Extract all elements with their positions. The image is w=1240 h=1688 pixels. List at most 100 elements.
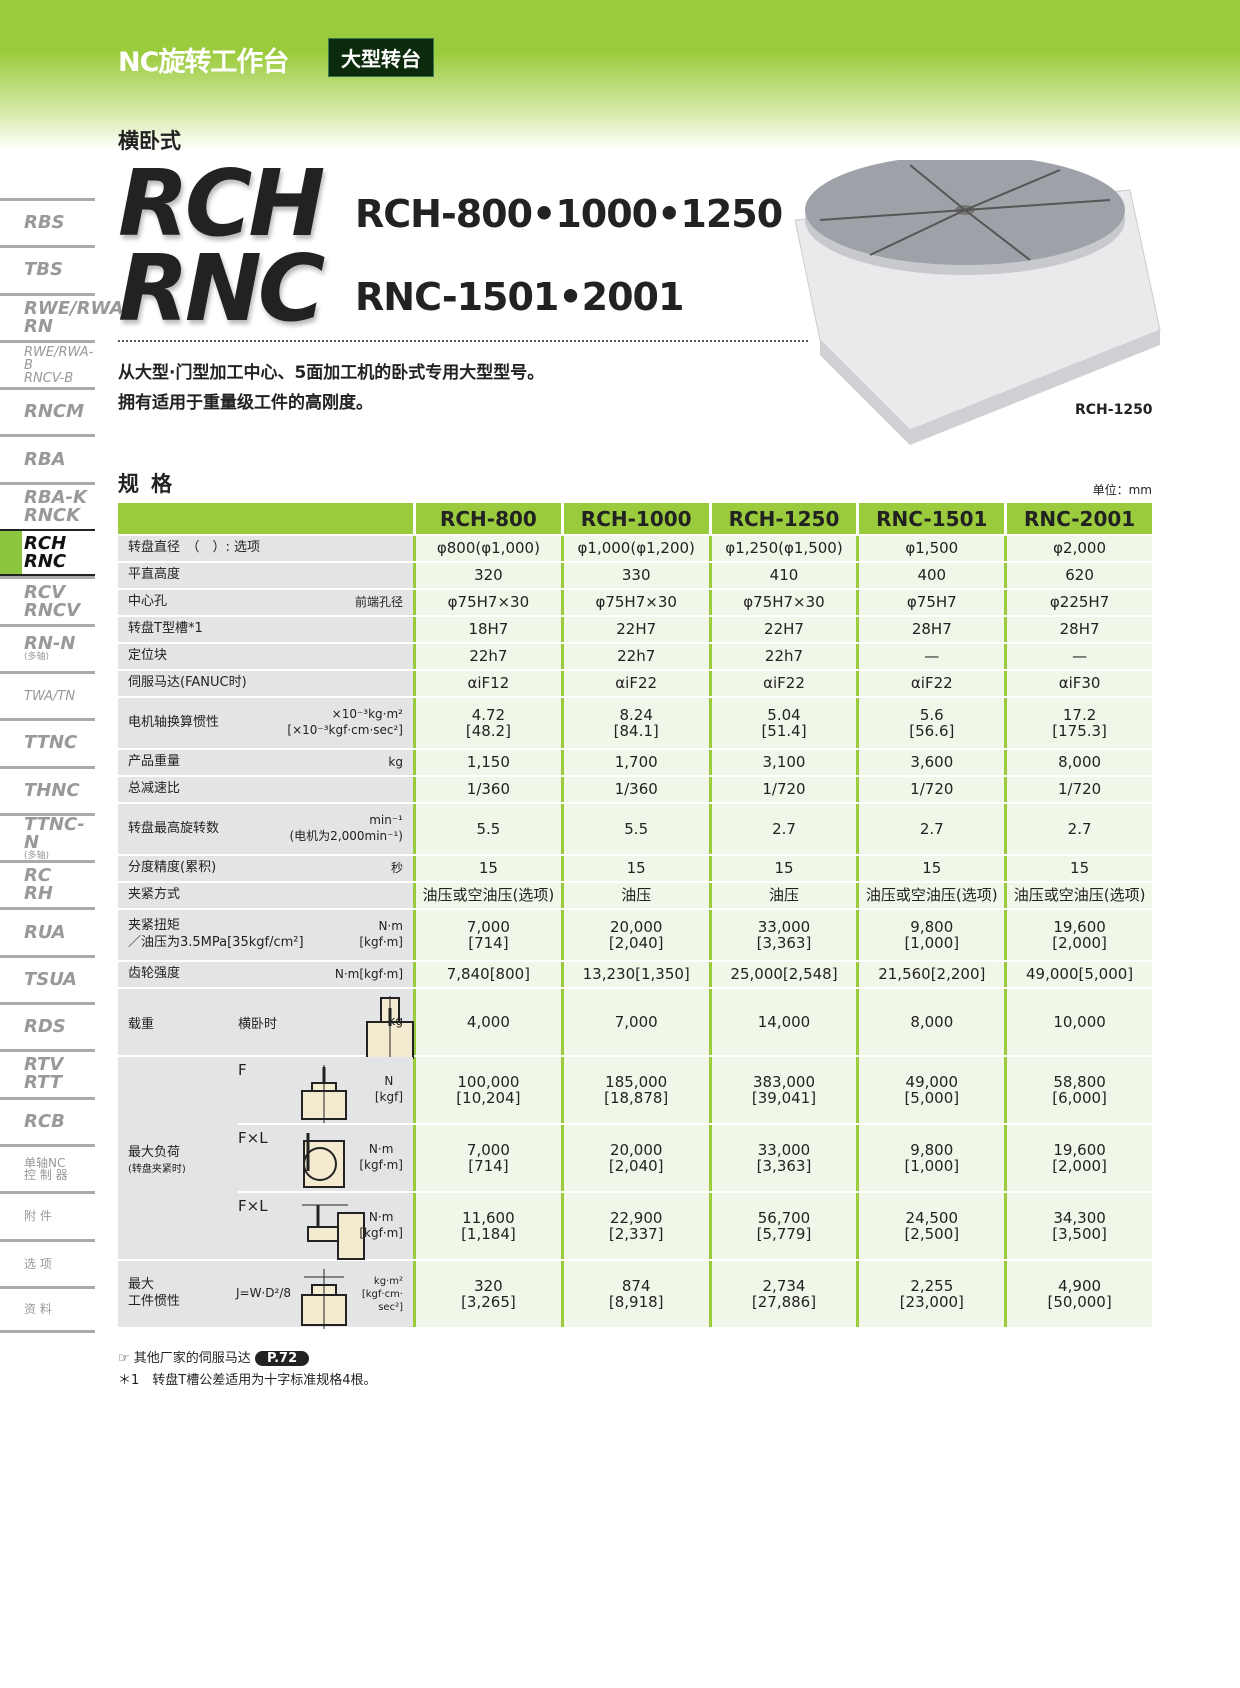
row-unit: 前端孔径	[354, 594, 403, 609]
sidebar-item-label: RH	[24, 883, 53, 905]
sidebar-item[interactable]: 附 件	[0, 1191, 95, 1238]
value-cell: 19,600 [2,000]	[1004, 910, 1152, 960]
row-label-text: 转盘最高旋转数	[128, 820, 220, 836]
value-cell: αiF22	[560, 671, 709, 696]
sidebar-item-label: RC	[24, 865, 52, 887]
row-unit: ×10⁻³kg·m² [×10⁻³kgf·cm·sec²]	[287, 707, 403, 737]
table-row: 平直高度 320 330 410 400 620	[118, 563, 1152, 588]
value-cell: 330	[560, 563, 709, 588]
value-cell: 2.7	[1004, 804, 1152, 854]
load-diagram-icon	[366, 996, 414, 1060]
notes: ☞ 其他厂家的伺服马达 P.72 ＊1 转盘T槽公差适用为十字标准规格4根。	[118, 1348, 376, 1392]
j-diagram-icon	[301, 1269, 347, 1329]
sidebar-item-label: TTNC-N	[24, 813, 85, 853]
value-cell: φ75H7×30	[413, 590, 561, 615]
sidebar-item-label: RWE/RWA	[24, 297, 124, 319]
value-cell: 15	[413, 856, 561, 881]
fl-diagram-icon	[303, 1133, 345, 1188]
sidebar-item[interactable]: TSUA	[0, 954, 95, 1002]
value-cell: 15	[560, 856, 709, 881]
row-label-text: 载重	[128, 1016, 155, 1032]
value-cell: 油压	[560, 883, 709, 908]
sidebar-item[interactable]: RCH RNC	[0, 529, 95, 577]
row-label: 转盘最高旋转数 min⁻¹ (电机为2,000min⁻¹)	[118, 804, 413, 854]
sidebar-item[interactable]: RBA-K RNCK	[0, 481, 95, 529]
value-cell: 20,000 [2,040]	[560, 910, 709, 960]
value-cell: 2.7	[856, 804, 1005, 854]
value-cell: 410	[708, 563, 857, 588]
page-link[interactable]: P.72	[254, 1351, 310, 1366]
description-line: 从大型·门型加工中心、5面加工机的卧式专用大型型号。	[118, 363, 545, 383]
product-image	[794, 160, 1161, 445]
sidebar-item[interactable]: RN-N (多轴)	[0, 623, 95, 671]
value-cell: 400	[856, 563, 1005, 588]
row-label-text: 定位块	[128, 648, 168, 664]
table-row: 产品重量 kg 1,150 1,700 3,100 3,600 8,000	[118, 750, 1152, 775]
table-row: 伺服马达(FANUC时) αiF12 αiF22 αiF22 αiF22 αiF30	[118, 671, 1152, 696]
value-cell: φ75H7×30	[708, 590, 857, 615]
row-label: F N [kgf]	[238, 1057, 413, 1123]
row-label: 最大 工件惯性 J=W·D²/8 kg·m² [kgf·cm· sec²]	[118, 1261, 413, 1329]
value-cell: 33,000 [3,363]	[708, 1125, 857, 1191]
value-cell: 25,000[2,548]	[708, 962, 857, 987]
subtitle: 横卧式	[118, 129, 181, 153]
sidebar-item-label: RDS	[24, 1016, 66, 1038]
sidebar-item-label: THNC	[24, 779, 80, 801]
sidebar-item[interactable]: RCB	[0, 1096, 95, 1144]
table-row: 转盘T型槽*1 18H7 22H7 22H7 28H7 28H7	[118, 617, 1152, 642]
value-cell: 1,700	[560, 750, 709, 775]
row-label: 分度精度(累积) 秒	[118, 856, 413, 881]
sidebar-item[interactable]: 单轴NC 控 制 器	[0, 1143, 95, 1191]
sidebar-item[interactable]: RBS	[0, 198, 95, 245]
table-row: F N [kgf] 100,000 [10,204] 185,000 [18,878]…	[238, 1057, 1152, 1123]
value-cell: 1/720	[708, 777, 857, 802]
model-line-rch: RCH-800•1000•1250	[355, 192, 783, 236]
value-cell: 油压或空油压(选项)	[856, 883, 1005, 908]
sidebar-item[interactable]: RTV RTT	[0, 1049, 95, 1096]
sidebar-item[interactable]: RWE/RWA-B RNCV-B	[0, 339, 95, 387]
ref-text: 其他厂家的伺服马达	[133, 1351, 251, 1366]
sidebar-item[interactable]: THNC	[0, 765, 95, 813]
sidebar-item[interactable]: RNCM	[0, 387, 95, 434]
row-unit: N·m [kgf·m]	[359, 1210, 403, 1240]
row-unit: kg	[388, 1014, 403, 1029]
row-label-text: 伺服马达(FANUC时)	[128, 675, 247, 691]
table-row-inertia: 最大 工件惯性 J=W·D²/8 kg·m² [kgf·cm· sec²] 320 […	[118, 1261, 1152, 1329]
sidebar-item[interactable]: TTNC-N (多轴)	[0, 812, 95, 860]
value-cell: 7,840[800]	[413, 962, 561, 987]
sidebar-item[interactable]: RC RH	[0, 860, 95, 907]
value-cell: φ1,500	[856, 536, 1005, 561]
value-cell: 22,900 [2,337]	[560, 1193, 709, 1259]
sidebar-item[interactable]: RWE/RWA RN	[0, 292, 124, 340]
table-row-load: 载重 横卧时 kg 4,000 7,000 14,000 8,000 10,000	[118, 989, 1152, 1060]
sidebar-item-label: RUA	[24, 921, 66, 943]
sidebar-item-label: RBA-K	[24, 486, 87, 508]
column-header: RCH-1000	[560, 503, 709, 534]
sidebar-item[interactable]: TWA/TN	[0, 670, 95, 718]
value-cell: 28H7	[856, 617, 1005, 642]
sidebar-item-label: RCH	[24, 532, 67, 554]
sidebar-item[interactable]: RBA	[0, 434, 95, 481]
row-label: 电机轴换算惯性 ×10⁻³kg·m² [×10⁻³kgf·cm·sec²]	[118, 698, 413, 748]
load-symbol: F×L	[238, 1129, 268, 1147]
sidebar-item-label: 控 制 器	[24, 1168, 68, 1183]
row-note: (转盘夹紧时)	[128, 1164, 186, 1175]
row-label-text: 夹紧扭矩 ／油压为3.5MPa[35kgf/cm²]	[128, 918, 304, 950]
row-label: 转盘T型槽*1	[118, 617, 413, 642]
value-cell: 15	[1004, 856, 1152, 881]
value-cell: 4,900 [50,000]	[1004, 1261, 1152, 1327]
unit-label: 单位：mm	[1092, 483, 1152, 497]
sidebar-item[interactable]: RDS	[0, 1002, 95, 1049]
table-row: 夹紧方式 油压或空油压(选项) 油压 油压 油压或空油压(选项) 油压或空油压(选项)	[118, 883, 1152, 908]
value-cell: 874 [8,918]	[560, 1261, 709, 1327]
row-label: 最大负荷 (转盘夹紧时)	[118, 1057, 238, 1259]
sidebar-item[interactable]: RCV RNCV	[0, 576, 95, 623]
sidebar-item[interactable]: RUA	[0, 907, 95, 954]
sidebar-item[interactable]: 选 项	[0, 1238, 95, 1286]
value-cell: 21,560[2,200]	[856, 962, 1005, 987]
row-unit: kg·m² [kgf·cm· sec²]	[361, 1275, 403, 1313]
sidebar-item[interactable]: 资 料	[0, 1285, 95, 1334]
sidebar-item[interactable]: TTNC	[0, 718, 95, 765]
sidebar-item-label: RBA	[24, 448, 66, 470]
sidebar-item[interactable]: TBS	[0, 245, 95, 292]
